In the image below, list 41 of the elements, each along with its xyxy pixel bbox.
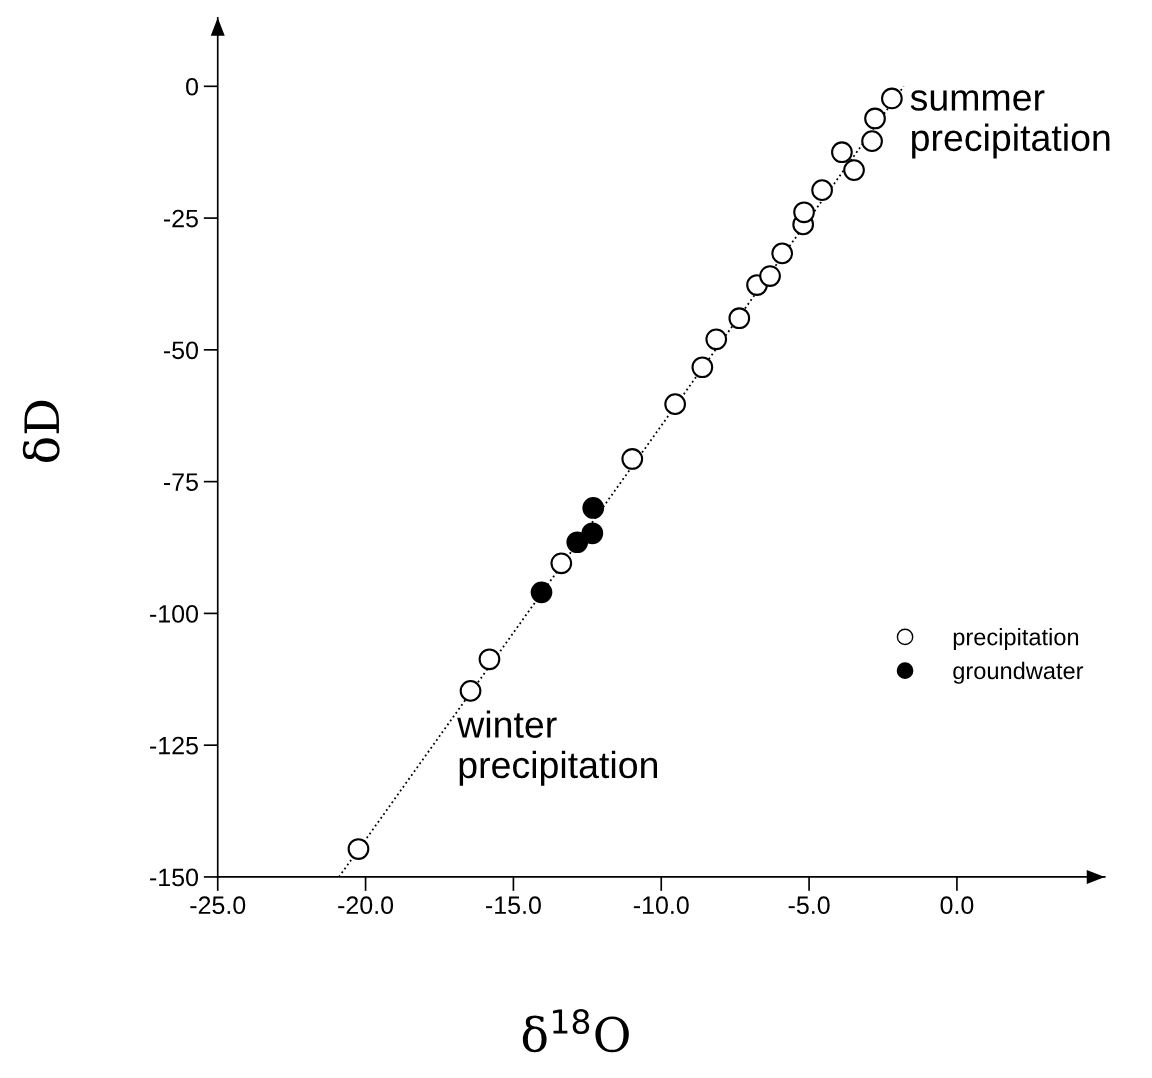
x-tick-label: -20.0 [338,896,394,915]
y-tick-label: -50 [163,341,198,360]
point [664,393,687,416]
point [691,356,714,379]
y-tick-label: -75 [163,473,198,491]
point [793,201,815,224]
point [811,179,833,202]
point [478,648,501,671]
legend-label: precipitation [953,628,1079,651]
y-tick-label: 0 [186,77,198,96]
x-tick-label: -15.0 [486,896,541,915]
y-axis-title: δD [22,400,60,462]
point [581,522,604,545]
point [621,448,644,470]
point [881,87,903,110]
x-axis-title: δ$^{18}$O [522,1009,629,1053]
point [771,242,794,265]
y-tick-label: -150 [150,868,199,887]
point [759,265,781,287]
annotation: summer precipitation [910,90,1110,159]
point [705,328,728,351]
y-tick-label: -100 [150,605,199,623]
point [861,130,883,152]
x-tick-label: -10.0 [633,896,689,915]
point [566,531,589,554]
y-tick-label: -125 [150,736,198,755]
x-tick-label: -25.0 [190,896,246,915]
point [347,838,370,860]
x-tick-label: -5.0 [788,896,830,915]
x-tick-label: 0.0 [940,896,974,915]
annotation: winter precipitation [457,710,657,786]
y-tick-label: -25 [163,209,198,228]
point [582,497,605,519]
legend-label: groundwater [953,661,1084,684]
point [550,552,573,575]
point [843,159,865,181]
point [864,107,886,130]
point [728,307,751,330]
point [459,680,482,702]
point [831,141,853,164]
point [530,581,553,604]
